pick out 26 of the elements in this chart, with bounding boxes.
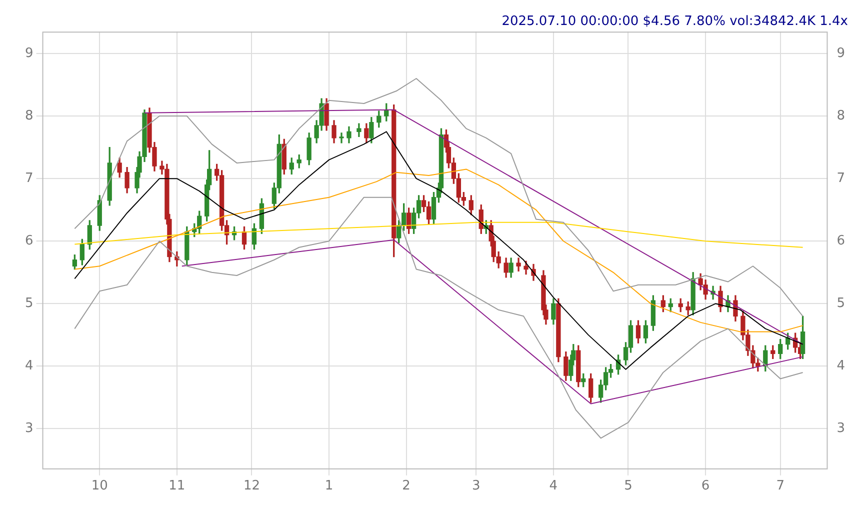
x-tick-label: 7 — [776, 478, 784, 494]
y-tick-label: 9 — [24, 46, 34, 61]
y-tick-label: 3 — [24, 421, 34, 436]
y2-tick-label: 4 — [836, 358, 846, 374]
y2-tick-label: 5 — [836, 296, 846, 312]
y2-tick-label: 7 — [836, 170, 846, 186]
y2-tick-label: 6 — [836, 233, 846, 248]
y2-tick-label: 8 — [836, 108, 846, 124]
chart-title: 2025.07.10 00:00:00 $4.56 7.80% vol:34842.4K 1.4x — [502, 14, 848, 30]
x-tick-label: 6 — [701, 478, 710, 494]
y-tick-label: 7 — [24, 170, 34, 186]
x-tick-label: 2 — [402, 478, 410, 494]
x-tick-label: 3 — [472, 478, 480, 494]
y-tick-label: 5 — [24, 296, 34, 312]
candlestick — [339, 132, 344, 144]
y-tick-label: 8 — [24, 108, 34, 124]
x-tick-label: 10 — [91, 478, 108, 494]
y-tick-label: 4 — [24, 358, 34, 374]
y2-tick-label: 3 — [836, 421, 846, 436]
x-tick-label: 1 — [324, 478, 334, 494]
x-tick-label: 5 — [624, 478, 632, 494]
x-tick-label: 4 — [549, 478, 558, 494]
x-tick-label: 11 — [168, 478, 186, 494]
x-tick-label: 12 — [243, 478, 260, 494]
y2-tick-label: 9 — [836, 46, 846, 61]
y-tick-label: 6 — [24, 233, 34, 248]
